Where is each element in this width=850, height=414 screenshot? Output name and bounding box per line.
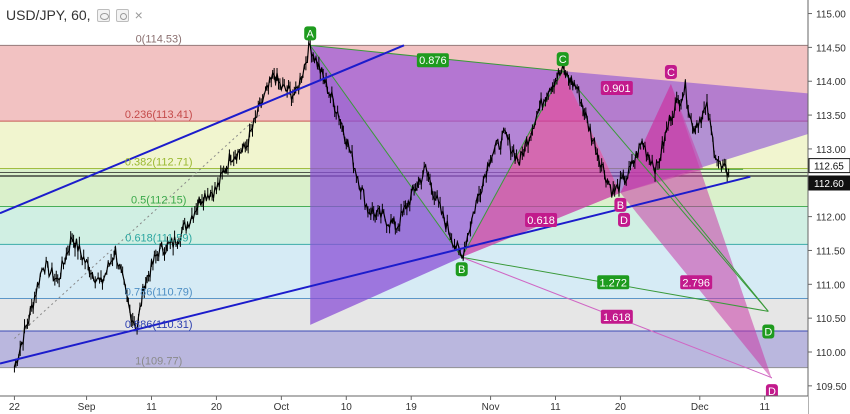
- x-tick-label: 20: [615, 402, 627, 413]
- fib-label-0: 0(114.53): [136, 33, 182, 45]
- ratio-label: 2.796: [682, 277, 710, 289]
- x-tick-label: 19: [406, 402, 418, 413]
- fib-label-0.786: 0.786(110.79): [125, 287, 193, 299]
- ratio-label-box: [416, 53, 449, 68]
- close-icon[interactable]: ×: [134, 6, 143, 23]
- y-tick-label: 111.00: [816, 280, 846, 291]
- pattern-point-label: C: [667, 67, 675, 79]
- current-price-tag: [808, 158, 850, 174]
- y-tick-label: 113.50: [816, 111, 846, 122]
- x-tick-label: Nov: [482, 402, 500, 413]
- fib-label-0.5: 0.5(112.15): [131, 194, 186, 206]
- x-tick-label: Oct: [274, 402, 290, 413]
- y-tick-label: 110.50: [816, 314, 846, 325]
- pattern-point-box: [762, 324, 775, 339]
- ratio-label-box: [525, 213, 558, 227]
- channel-line-1: [0, 44, 405, 215]
- ratio-label-box: [600, 81, 633, 95]
- price-line: [13, 41, 730, 368]
- y-tick-label: 109.50: [816, 382, 847, 393]
- fib-label-1: 1(109.77): [135, 356, 182, 368]
- symbol-label: USD/JPY, 60,: [6, 7, 91, 23]
- harmonic-xab-triangle: [310, 45, 462, 325]
- fib-label-0.886: 0.886(110.31): [125, 319, 193, 331]
- x-tick-label: Dec: [691, 402, 709, 413]
- pattern-point-label: B: [458, 264, 465, 276]
- pattern-point-label: D: [764, 327, 772, 339]
- candlestick-series: [13, 39, 730, 373]
- ratio-label-box: [597, 275, 630, 290]
- fib-label-0.382: 0.382(112.71): [125, 157, 193, 169]
- ratio-label: 1.618: [603, 312, 631, 324]
- y-tick-label: 113.00: [816, 145, 846, 156]
- green-pattern-line: [309, 45, 769, 312]
- fib-band-0.886: [0, 331, 808, 368]
- green-cd-line: [652, 168, 769, 312]
- x-tick-label: 10: [341, 402, 353, 413]
- pattern-point-box: [618, 212, 631, 227]
- current-price-tag-label: 112.60: [814, 179, 844, 190]
- ratio-label: 0.901: [603, 83, 631, 95]
- pattern-point-label: A: [307, 28, 315, 40]
- time-axis-bg: [0, 396, 808, 414]
- y-tick-label: 111.50: [816, 246, 846, 257]
- harmonic-bcd-triangle: [461, 71, 621, 258]
- y-tick-label: 110.00: [816, 348, 846, 359]
- eye-icon[interactable]: [96, 8, 110, 22]
- fib-band-0.786: [0, 298, 808, 332]
- ratio-label-box: [600, 309, 633, 324]
- pattern-point-box: [304, 26, 317, 41]
- x-tick-label: 11: [146, 402, 157, 413]
- x-tick-label: Sep: [78, 402, 96, 413]
- ratio-label: 1.272: [599, 277, 627, 289]
- pattern-point-label: D: [768, 386, 776, 398]
- chart-legend: USD/JPY, 60, ×: [6, 4, 143, 26]
- pattern-point-box: [664, 64, 677, 79]
- dotted-trend-line: [14, 114, 261, 339]
- y-tick-label: 112.00: [816, 213, 846, 224]
- y-tick-label: 115.00: [816, 10, 846, 21]
- current-price-tag-label: 112.65: [814, 162, 844, 173]
- fib-label-0.236: 0.236(113.41): [125, 109, 193, 121]
- pattern-point-box: [614, 197, 627, 212]
- y-tick-label: 114.50: [816, 43, 846, 54]
- pattern-point-box: [765, 384, 778, 399]
- price-axis-bg: [808, 0, 850, 414]
- ratio-label: 0.618: [527, 215, 555, 227]
- x-tick-label: 11: [760, 402, 771, 413]
- x-tick-label: 22: [9, 402, 21, 413]
- fib-label-0.618: 0.618(111.59): [125, 232, 192, 244]
- pattern-point-label: D: [620, 215, 628, 227]
- x-tick-label: 20: [211, 402, 223, 413]
- pattern-point-box: [556, 52, 569, 67]
- current-price-tag: [808, 175, 850, 191]
- ratio-label-box: [680, 275, 713, 290]
- pattern-point-label: C: [559, 54, 567, 66]
- harmonic-abc-triangle: [310, 45, 563, 258]
- y-tick-label: 114.00: [816, 77, 846, 88]
- ratio-label: 0.876: [419, 55, 447, 67]
- pattern-point-box: [455, 262, 468, 277]
- gear-icon[interactable]: [115, 8, 129, 22]
- pattern-point-label: B: [617, 200, 624, 212]
- x-tick-label: 11: [550, 402, 561, 413]
